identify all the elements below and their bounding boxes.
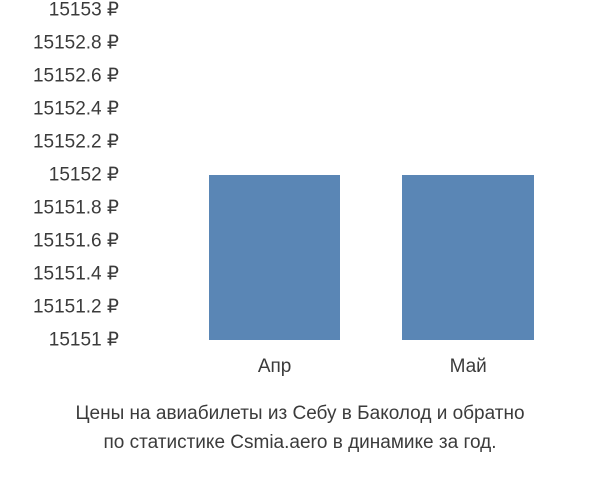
y-tick-label: 15152 ₽ [49, 164, 119, 187]
x-axis: Апр Май [125, 350, 565, 390]
y-tick-label: 15152.8 ₽ [33, 32, 119, 55]
plot-area [125, 10, 565, 340]
price-chart: 15153 ₽ 15152.8 ₽ 15152.6 ₽ 15152.4 ₽ 15152.… [0, 0, 600, 500]
y-axis: 15153 ₽15152.8 ₽15152.6 ₽15152.4 ₽15152.… [0, 10, 125, 340]
chart-caption: Цены на авиабилеты из Себу в Баколод и о… [0, 400, 600, 457]
y-tick-label: 15151 ₽ [49, 329, 119, 352]
y-tick-label: 15152.4 ₽ [33, 98, 119, 121]
y-tick-label: 15152.6 ₽ [33, 65, 119, 88]
y-tick-label: 15151.2 ₽ [33, 296, 119, 319]
caption-line: Цены на авиабилеты из Себу в Баколод и о… [0, 400, 600, 429]
caption-line: по статистике Csmia.aero в динамике за г… [0, 429, 600, 458]
y-tick-label: 15151.6 ₽ [33, 230, 119, 253]
bar [402, 175, 534, 340]
y-tick-label: 15151.4 ₽ [33, 263, 119, 286]
y-tick-label: 15151.8 ₽ [33, 197, 119, 220]
x-tick-label: Апр [258, 356, 292, 378]
bar [209, 175, 341, 340]
x-tick-label: Май [450, 356, 487, 378]
y-tick-label: 15152.2 ₽ [33, 131, 119, 154]
y-tick-label: 15153 ₽ [49, 0, 119, 22]
